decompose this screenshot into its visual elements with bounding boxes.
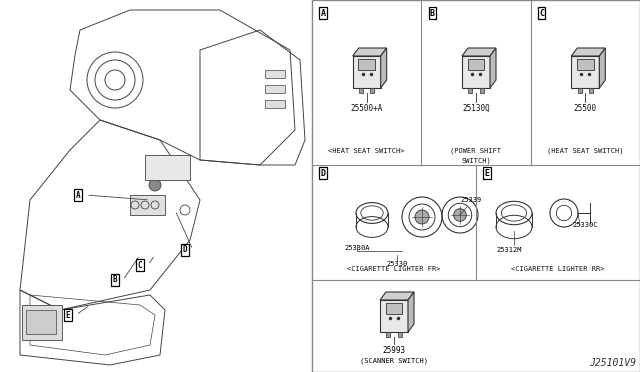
Text: A: A [76,190,80,199]
Bar [265,70,285,78]
Polygon shape [599,48,605,88]
Bar [468,59,484,70]
Text: <HEAT SEAT SWITCH>: <HEAT SEAT SWITCH> [328,148,405,154]
Text: (POWER SHIFT: (POWER SHIFT [451,148,502,154]
Bar [385,303,403,314]
Text: E: E [484,169,490,177]
Bar [589,88,593,93]
Bar [130,195,165,215]
Circle shape [415,210,429,224]
Polygon shape [462,48,496,56]
FancyBboxPatch shape [380,300,408,332]
Bar [371,88,374,93]
Text: 25339: 25339 [460,197,481,203]
Bar [265,85,285,93]
Bar [578,88,582,93]
Text: 25330A: 25330A [344,245,370,251]
Bar [312,0,640,372]
Bar [145,155,190,180]
Text: 25130Q: 25130Q [462,104,490,113]
Polygon shape [490,48,496,88]
Bar [26,310,56,334]
Text: (HEAT SEAT SWITCH): (HEAT SEAT SWITCH) [547,148,623,154]
Bar [22,305,62,340]
Text: C: C [539,9,544,17]
Text: B: B [430,9,435,17]
Circle shape [454,209,467,221]
Bar [387,332,390,337]
Text: 25993: 25993 [383,346,406,355]
Text: (SCANNER SWITCH): (SCANNER SWITCH) [360,357,428,364]
Text: B: B [113,276,117,285]
Bar [265,100,285,108]
FancyBboxPatch shape [572,56,599,88]
Polygon shape [572,48,605,56]
Circle shape [149,179,161,191]
Text: <CIGARETTE LIGHTER RR>: <CIGARETTE LIGHTER RR> [511,266,605,272]
Text: D: D [182,246,188,254]
Text: 25330C: 25330C [572,222,598,228]
Text: 25500: 25500 [574,104,597,113]
Text: D: D [321,169,326,177]
Text: 25312M: 25312M [496,247,522,253]
Text: 25500+A: 25500+A [351,104,383,113]
Bar [468,88,472,93]
Bar [577,59,594,70]
Polygon shape [380,292,414,300]
Bar [479,88,484,93]
Text: C: C [138,260,142,269]
Text: J25101V9: J25101V9 [589,358,636,368]
Text: SWITCH): SWITCH) [461,158,491,164]
FancyBboxPatch shape [353,56,381,88]
Text: <CIGARETTE LIGHTER FR>: <CIGARETTE LIGHTER FR> [348,266,441,272]
Text: E: E [66,311,70,320]
Polygon shape [381,48,387,88]
Bar [359,88,363,93]
Text: A: A [321,9,326,17]
Polygon shape [408,292,414,332]
Polygon shape [353,48,387,56]
Text: 25330: 25330 [387,261,408,267]
FancyBboxPatch shape [462,56,490,88]
Bar [358,59,375,70]
Bar [397,332,402,337]
